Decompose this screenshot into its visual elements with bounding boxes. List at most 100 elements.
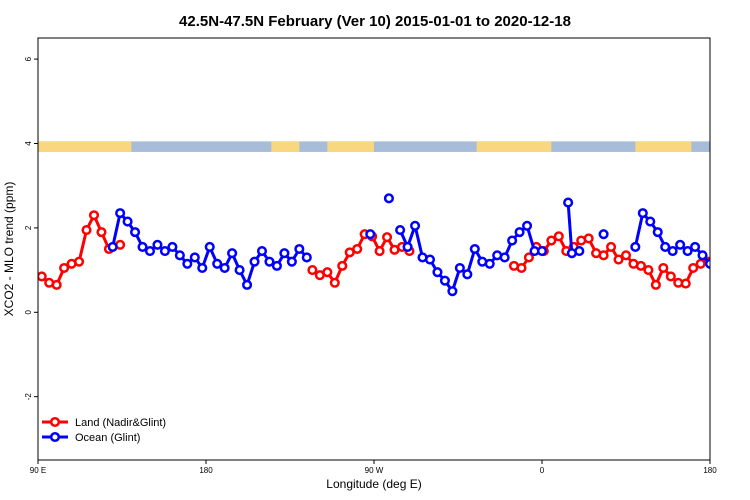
y-tick-label-2: 2 [24,225,33,230]
land-point-3-6 [553,231,564,242]
legend-land-label: Land (Nadir&Glint) [75,417,166,429]
ocean-point-2-2 [574,246,585,257]
ocean-point-6-9 [697,250,708,261]
land-point-3-21 [665,271,676,282]
x-tick-label-0: 90 E [30,466,46,475]
ocean-point-0-11 [189,252,200,263]
land-point-0-3 [59,262,70,274]
x-tick-label-1: 180 [199,466,213,475]
ocean-point-6-3 [652,227,663,238]
legend-land-marker [49,416,61,428]
x-tick-label-4: 180 [703,466,717,475]
legend-ocean-marker [49,431,61,443]
land-point-2-10 [382,232,393,243]
land-point-3-18 [643,265,654,276]
y-tick-label-1: 0 [24,310,33,315]
ocean-point-1-10 [469,243,480,255]
land-point-0-7 [88,210,100,221]
land-point-0-8 [96,227,107,238]
land-band-3 [476,141,552,152]
ocean-point-0-10 [182,258,193,269]
ocean-point-0-12 [197,262,208,274]
land-point-0-6 [81,224,92,236]
ocean-point-1-5 [432,267,443,278]
ocean-point-0-24 [286,256,297,267]
ocean-point-1-2 [410,220,421,231]
land-point-3-13 [606,241,617,252]
ocean-point-6-0 [630,241,641,252]
land-point-0-0 [38,271,47,282]
ocean-point-0-3 [130,227,141,238]
ocean-point-0-13 [204,241,215,252]
ocean-point-6-1 [637,208,648,219]
land-point-3-20 [658,262,669,274]
ocean-point-1-9 [462,269,473,280]
land-point-2-0 [307,265,318,276]
ocean-point-4-0 [383,193,394,204]
ocean-point-1-7 [447,286,458,297]
ocean-point-6-8 [690,241,701,252]
ocean-point-0-1 [115,208,126,219]
ocean-point-0-20 [256,246,268,257]
ocean-point-0-4 [137,241,148,252]
legend-entry-land: Land (Nadir&Glint) [42,416,166,429]
ocean-point-6-13 [729,243,737,251]
land-series-line-0 [40,213,111,287]
legend: Land (Nadir&Glint) Ocean (Glint) [42,416,166,444]
ocean-point-0-2 [122,216,133,227]
ocean-point-6-12 [721,264,729,272]
ocean-point-0-21 [264,256,275,267]
ocean-point-6-5 [667,246,678,257]
land-ocean-mask [38,141,710,152]
ocean-point-0-22 [271,260,282,271]
x-tick-label-2: 90 W [365,466,384,475]
x-axis-label: Longitude (deg E) [326,477,421,491]
land-point-3-5 [546,235,557,246]
ocean-point-0-6 [152,239,163,250]
ocean-point-1-4 [424,254,436,265]
ocean-point-6-7 [682,246,693,257]
land-point-3-2 [523,252,534,263]
ocean-point-1-0 [395,224,406,236]
ocean-point-2-0 [563,197,574,208]
land-band-0 [38,141,132,152]
ocean-point-0-15 [219,262,230,274]
ocean-point-6-4 [660,241,671,252]
ocean-point-6-11 [714,254,722,262]
land-point-0-5 [74,256,85,267]
land-point-3-24 [688,262,699,274]
ocean-point-0-14 [212,258,223,269]
ocean-point-0-9 [174,250,185,261]
land-point-2-9 [374,246,385,257]
ocean-point-6-14 [736,260,744,268]
land-point-3-10 [583,233,594,244]
ocean-point-0-26 [301,252,312,263]
ocean-point-0-0 [107,241,118,252]
x-axis: 90 E 180 90 W 0 180 [30,460,717,475]
ocean-point-1-15 [507,235,518,246]
ocean-point-6-2 [645,216,656,227]
land-point-3-19 [650,279,661,290]
y-axis: -2 0 2 4 6 [24,56,38,400]
series-layer [38,193,744,297]
land-point-3-14 [613,254,624,265]
y-tick-label-3: 4 [24,141,33,146]
ocean-point-3-0 [365,229,376,240]
ocean-point-1-12 [484,258,495,269]
land-band-2 [327,141,374,152]
ocean-point-1-6 [439,275,450,286]
ocean-point-5-0 [598,229,609,240]
land-point-0-2 [51,279,62,290]
ocean-point-1-19 [536,246,548,257]
ocean-point-1-16 [514,227,525,238]
ocean-point-0-7 [159,246,170,257]
ocean-point-0-19 [249,256,260,267]
ocean-point-1-1 [402,241,413,252]
land-point-2-4 [337,260,348,271]
legend-ocean-label: Ocean (Glint) [75,432,140,444]
y-tick-label-0: -2 [24,393,33,401]
ocean-point-1-8 [454,262,465,274]
land-band-4 [635,141,692,152]
land-point-3-12 [598,250,609,261]
